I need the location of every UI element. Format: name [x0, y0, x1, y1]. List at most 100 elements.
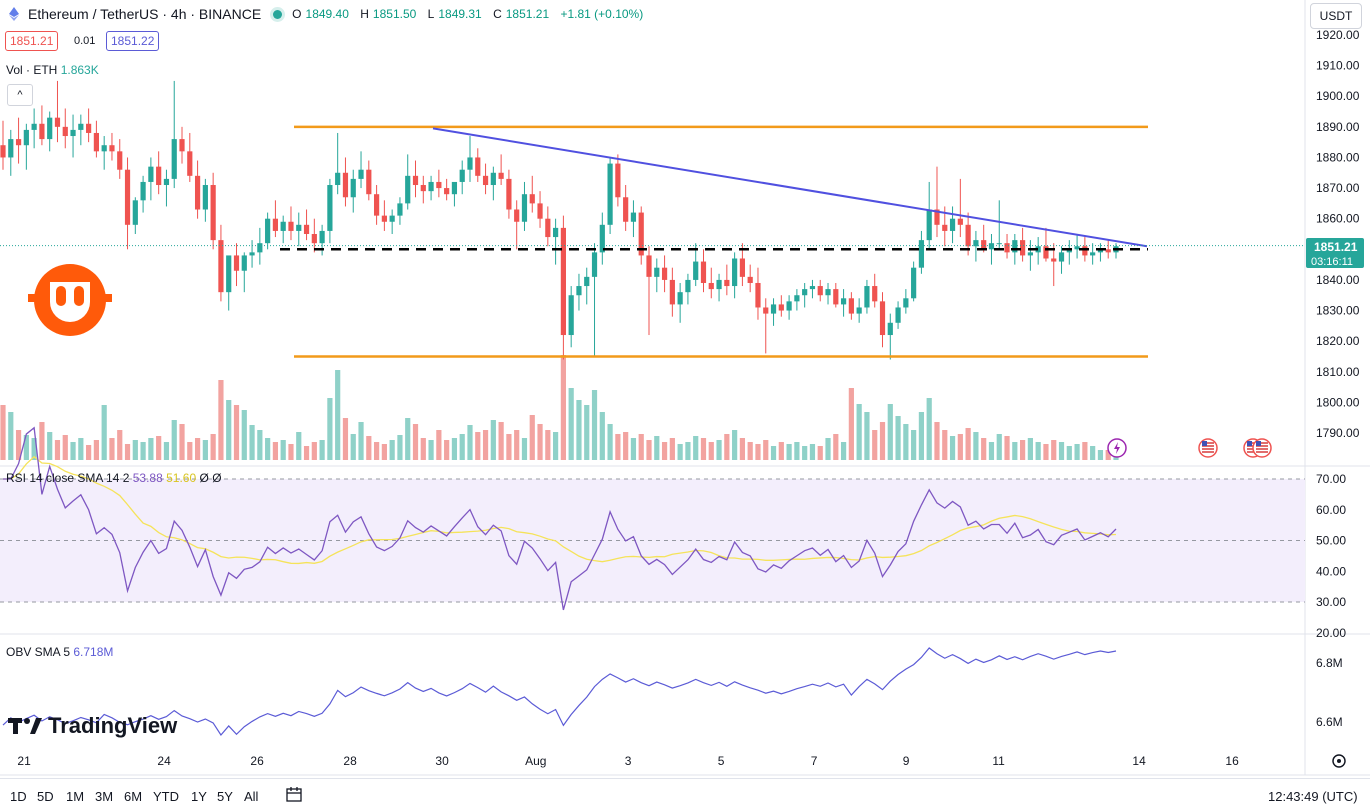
us-flag-event-icon[interactable]: [1252, 438, 1272, 458]
candle-body: [444, 188, 450, 195]
candle-body: [934, 209, 940, 225]
candle-body: [428, 181, 434, 192]
candle-body: [15, 139, 22, 146]
volume-bar: [988, 442, 995, 460]
timeframe-5y[interactable]: 5Y: [217, 789, 233, 804]
candle-body: [1035, 246, 1041, 253]
rsi-tick-label: 70.00: [1316, 472, 1346, 486]
brand-logo-shape: [74, 286, 84, 306]
utc-clock[interactable]: 12:43:49 (UTC): [1268, 789, 1358, 804]
timeframe-1d[interactable]: 1D: [10, 789, 27, 804]
collapse-legend-button[interactable]: ^: [7, 84, 33, 106]
price-tick-label: 1900.00: [1316, 89, 1360, 103]
candle-body: [241, 255, 247, 271]
volume-bar: [545, 430, 551, 460]
candle-body: [342, 172, 349, 198]
candle-body: [78, 123, 84, 130]
candle-body: [412, 175, 419, 186]
candle-body: [537, 203, 543, 219]
candle-body: [926, 209, 932, 241]
date-range-icon[interactable]: [285, 786, 305, 804]
time-axis-label: 24: [157, 754, 171, 768]
flag-canton: [1247, 441, 1252, 446]
symbol-title[interactable]: Ethereum / TetherUS · 4h · BINANCE: [28, 6, 262, 22]
candle-body: [685, 279, 691, 293]
timeframe-5d[interactable]: 5D: [37, 789, 54, 804]
currency-selector[interactable]: USDT: [1310, 3, 1362, 29]
brand-logo-shape: [50, 282, 90, 322]
flag-canton: [1256, 441, 1261, 446]
candle-body: [366, 169, 372, 195]
volume-bar: [521, 438, 528, 460]
volume-bar: [638, 434, 644, 460]
candle-body: [1043, 246, 1049, 259]
candle-body: [179, 139, 185, 152]
brand-logo-shape: [100, 294, 112, 302]
volume-bar: [358, 422, 364, 460]
candle-body: [724, 279, 730, 287]
sell-price-box[interactable]: 1851.21: [5, 31, 59, 51]
candle-body: [708, 282, 714, 290]
time-axis-label: 21: [17, 754, 31, 768]
settings-gear-icon[interactable]: [1332, 754, 1346, 768]
volume-bar: [965, 428, 971, 460]
volume-bar: [366, 436, 372, 460]
rsi-legend: RSI 14 close SMA 14 2 53.88 51.60 Ø Ø: [6, 471, 222, 485]
candle-body: [732, 258, 738, 287]
candle-body: [996, 243, 1002, 245]
volume-bar: [62, 435, 68, 460]
rsi-tick-label: 50.00: [1316, 534, 1346, 548]
candle-body: [140, 181, 146, 201]
candle-body: [630, 212, 637, 222]
volume-bar: [755, 444, 761, 460]
volume-bar: [179, 424, 185, 460]
timeframe-3m[interactable]: 3M: [95, 789, 114, 804]
buy-price-box[interactable]: 1851.22: [106, 31, 160, 51]
candle-body: [31, 123, 37, 130]
candle-body: [591, 252, 598, 277]
candle-body: [693, 261, 699, 280]
time-axis-label: 14: [1132, 754, 1146, 768]
market-status-dot: [273, 9, 283, 19]
timeframe-6m[interactable]: 6M: [124, 789, 143, 804]
volume-bar: [1020, 440, 1026, 460]
timeframe-1y[interactable]: 1Y: [191, 789, 207, 804]
candle-body: [553, 227, 559, 238]
timeframe-all[interactable]: All: [244, 789, 259, 804]
volume-bar: [724, 434, 730, 460]
lightning-event-icon: [1114, 442, 1120, 454]
time-axis-label: 11: [992, 754, 1005, 768]
volume-bar: [700, 438, 707, 460]
volume-bar: [132, 440, 138, 460]
candle-body: [763, 307, 769, 314]
volume-bar: [156, 436, 162, 460]
volume-bar: [1097, 450, 1104, 460]
candle-body: [802, 289, 808, 296]
volume-bar: [381, 444, 387, 460]
volume-bar: [514, 430, 520, 460]
settings-gear-icon: [1337, 759, 1341, 763]
volume-bar: [996, 434, 1002, 460]
timeframe-1m[interactable]: 1M: [66, 789, 85, 804]
us-flag-event-icon[interactable]: [1198, 438, 1218, 458]
rsi-tick-label: 20.00: [1316, 626, 1346, 640]
candle-body: [1066, 249, 1072, 253]
obv-line: [2, 647, 1117, 736]
candle-body: [86, 123, 92, 133]
volume-bar: [265, 438, 271, 460]
obv-tick-label: 6.8M: [1316, 656, 1343, 670]
volume-bar: [529, 415, 535, 460]
obv-tick-label: 6.6M: [1316, 715, 1343, 729]
candle-body: [350, 178, 356, 198]
price-tick-label: 1920.00: [1316, 28, 1360, 42]
candle-body: [1105, 249, 1111, 253]
time-axis-label: 26: [250, 754, 264, 768]
descending-trendline[interactable]: [432, 127, 1148, 248]
volume-bar: [475, 432, 481, 460]
volume-bar: [23, 435, 29, 460]
volume-bar: [373, 442, 380, 460]
volume-bar: [1051, 440, 1057, 460]
volume-bar: [428, 440, 434, 460]
timeframe-ytd[interactable]: YTD: [153, 789, 179, 804]
